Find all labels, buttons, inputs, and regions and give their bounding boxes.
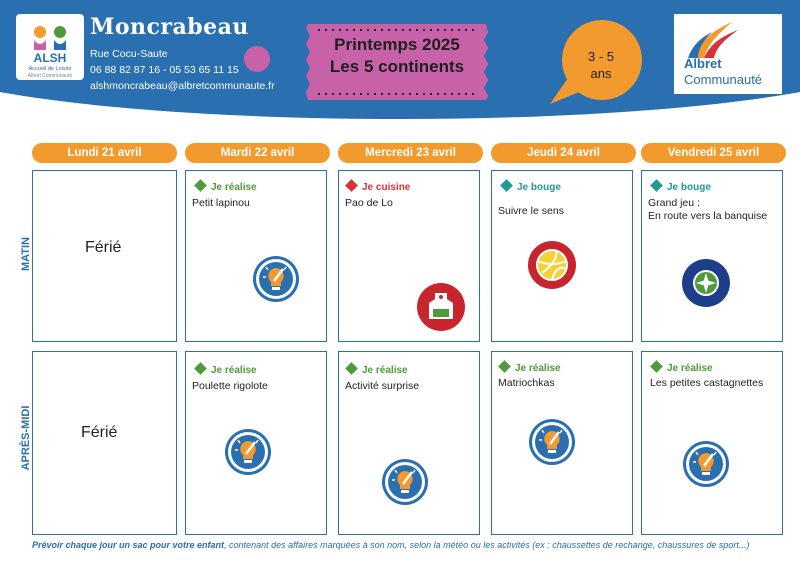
logo-left-caption: Accueil de Loisirs bbox=[28, 66, 72, 72]
footer-note-rest: , contenant des affaires marquées à son … bbox=[224, 540, 750, 550]
diamond-icon bbox=[345, 179, 358, 192]
category-text: Je bouge bbox=[667, 182, 711, 193]
compass-icon bbox=[682, 259, 730, 307]
category-text: Je réalise bbox=[515, 363, 561, 374]
lightbulb-pencil-icon bbox=[252, 255, 300, 303]
category-label: Je réalise bbox=[650, 360, 713, 374]
page-title: Printemps 2025 Les 5 continents bbox=[304, 34, 490, 78]
age-line-2: ans bbox=[590, 66, 612, 81]
logo-right-line-2: Communauté bbox=[684, 72, 763, 87]
email-address: alshmoncrabeau@albretcommunaute.fr bbox=[90, 80, 275, 92]
activity-title: Suivre le sens bbox=[498, 205, 564, 217]
cell-afternoon-monday: Férié bbox=[32, 351, 177, 535]
decorative-dot bbox=[244, 46, 270, 72]
category-label: Je réalise bbox=[345, 362, 408, 376]
svg-text:ALSH: ALSH bbox=[34, 51, 67, 65]
day-header-thursday: Jeudi 24 avril bbox=[491, 143, 636, 163]
lightbulb-pencil-icon bbox=[224, 428, 272, 476]
activity-title: Matriochkas bbox=[498, 377, 555, 389]
day-header-monday: Lundi 21 avril bbox=[32, 143, 177, 163]
activity-title: Poulette rigolote bbox=[192, 380, 268, 392]
cell-afternoon-friday[interactable]: Je réalise Les petites castagnettes bbox=[641, 351, 783, 535]
category-text: Je réalise bbox=[667, 363, 713, 374]
activity-title-line-1: Grand jeu : bbox=[648, 197, 700, 209]
cell-morning-thursday[interactable]: Je bouge Suivre le sens bbox=[491, 170, 633, 342]
cell-morning-tuesday[interactable]: Je réalise Petit lapinou bbox=[185, 170, 327, 342]
diamond-icon bbox=[498, 360, 511, 373]
site-name: Moncrabeau bbox=[90, 14, 249, 40]
cell-morning-wednesday[interactable]: Je cuisine Pao de Lo bbox=[338, 170, 480, 342]
footer-note-bold: Prévoir chaque jour un sac pour votre en… bbox=[32, 540, 225, 550]
apron-icon bbox=[417, 283, 465, 331]
activity-title: Activité surprise bbox=[345, 380, 420, 392]
category-label: Je réalise bbox=[194, 362, 257, 376]
cell-afternoon-tuesday[interactable]: Je réalise Poulette rigolote bbox=[185, 351, 327, 535]
footer-note: Prévoir chaque jour un sac pour votre en… bbox=[32, 540, 749, 550]
day-header-wednesday: Mercredi 23 avril bbox=[338, 143, 483, 163]
category-text: Je réalise bbox=[211, 365, 257, 376]
diamond-icon bbox=[345, 362, 358, 375]
row-label-afternoon: APRÈS-MIDI bbox=[20, 405, 32, 471]
diamond-icon bbox=[194, 179, 207, 192]
day-header-tuesday: Mardi 22 avril bbox=[185, 143, 330, 163]
title-ticket bbox=[306, 24, 488, 100]
activity-title-line-2: En route vers la banquise bbox=[648, 210, 768, 222]
title-line-2: Les 5 continents bbox=[329, 57, 465, 76]
category-text: Je cuisine bbox=[362, 182, 411, 193]
cell-afternoon-wednesday[interactable]: Je réalise Activité surprise bbox=[338, 351, 480, 535]
title-line-1: Printemps 2025 bbox=[334, 35, 460, 54]
cell-morning-friday[interactable]: Je bouge Grand jeu : En route vers la ba… bbox=[641, 170, 783, 342]
albret-communaute-logo: Albret Communauté bbox=[674, 14, 782, 94]
category-label: Je bouge bbox=[650, 179, 711, 193]
volleyball-icon bbox=[528, 241, 576, 289]
diamond-icon bbox=[650, 179, 663, 192]
activity-title: Les petites castagnettes bbox=[650, 377, 764, 389]
address: Rue Cocu-Saute bbox=[90, 48, 168, 60]
holiday-label: Férié bbox=[85, 239, 122, 256]
age-line-1: 3 - 5 bbox=[587, 49, 614, 64]
category-label: Je réalise bbox=[498, 360, 561, 374]
day-header-friday: Vendredi 25 avril bbox=[641, 143, 786, 163]
phone-numbers: 06 88 82 87 16 - 05 53 65 11 15 bbox=[90, 64, 239, 76]
cell-afternoon-thursday[interactable]: Je réalise Matriochkas bbox=[491, 351, 633, 535]
diamond-icon bbox=[650, 360, 663, 373]
diamond-icon bbox=[194, 362, 207, 375]
activity-title: Petit lapinou bbox=[192, 197, 250, 209]
diamond-icon bbox=[500, 179, 513, 192]
category-label: Je réalise bbox=[194, 179, 257, 193]
logo-left-subcaption: Albret Communauté bbox=[27, 73, 73, 79]
cell-morning-monday: Férié bbox=[32, 170, 177, 342]
logo-right-line-1: Albret bbox=[684, 56, 722, 71]
age-range: 3 - 5 ans bbox=[562, 48, 640, 82]
activity-title: Pao de Lo bbox=[345, 197, 393, 209]
category-text: Je bouge bbox=[517, 182, 561, 193]
category-text: Je réalise bbox=[362, 365, 408, 376]
alsh-logo: ALSH Accueil de Loisirs Albret Communaut… bbox=[16, 14, 84, 80]
category-text: Je réalise bbox=[211, 182, 257, 193]
lightbulb-pencil-icon bbox=[682, 440, 730, 488]
age-bubble bbox=[550, 20, 642, 104]
lightbulb-pencil-icon bbox=[381, 458, 429, 506]
category-label: Je bouge bbox=[500, 179, 561, 193]
category-label: Je cuisine bbox=[345, 179, 411, 193]
holiday-label: Férié bbox=[81, 424, 118, 441]
row-label-morning: MATIN bbox=[20, 237, 32, 272]
lightbulb-pencil-icon bbox=[528, 418, 576, 466]
